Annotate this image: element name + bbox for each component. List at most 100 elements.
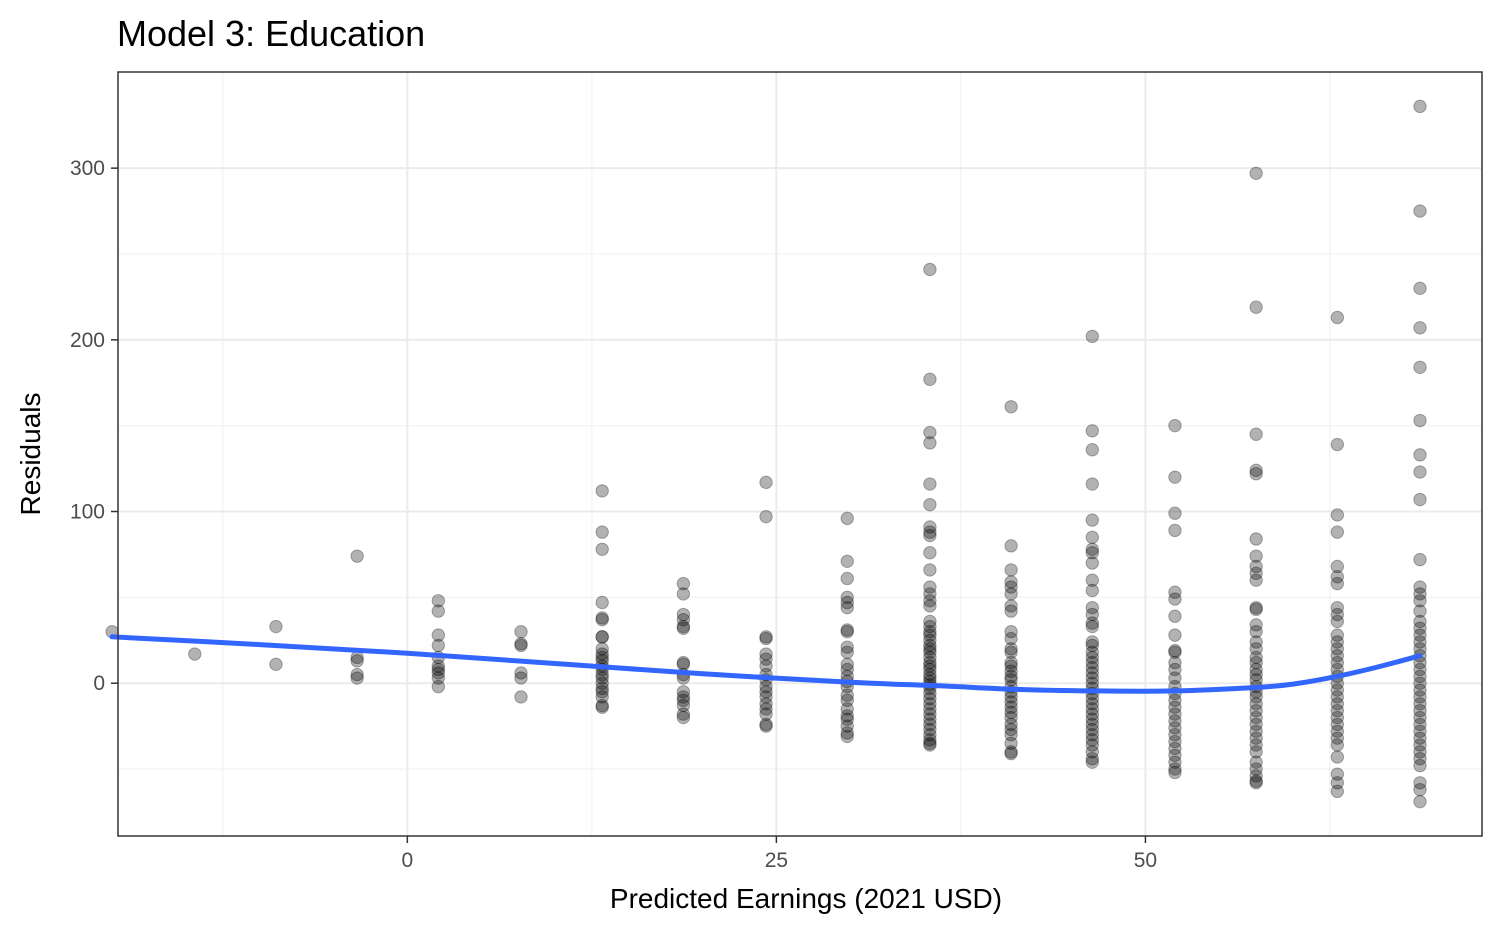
data-point (1330, 628, 1345, 642)
data-point (923, 497, 937, 512)
data-point (1413, 794, 1427, 809)
data-point (1413, 731, 1427, 745)
data-point (1249, 624, 1263, 639)
x-axis-title: Predicted Earnings (2021 USD) (610, 883, 1002, 914)
data-point (1249, 776, 1263, 790)
data-point (1004, 664, 1018, 678)
data-point (1330, 310, 1345, 325)
data-point (840, 719, 854, 733)
major-gridlines (118, 72, 1482, 836)
data-point (1168, 470, 1182, 484)
data-point (1004, 539, 1018, 553)
data-point (1413, 465, 1427, 479)
data-point (1249, 731, 1263, 745)
data-point (840, 623, 854, 637)
data-point (676, 707, 691, 721)
data-point (923, 624, 937, 639)
data-point (1168, 506, 1182, 520)
data-point (1413, 776, 1427, 790)
data-point (1168, 748, 1182, 763)
data-point (1249, 573, 1263, 587)
data-point (595, 647, 609, 661)
data-point (1085, 583, 1099, 598)
data-point (1330, 784, 1345, 799)
data-point (595, 685, 609, 699)
data-point (1413, 717, 1427, 732)
data-point (595, 671, 609, 685)
data-point (923, 697, 937, 711)
data-point (923, 733, 937, 747)
data-point (923, 638, 937, 653)
data-point (188, 647, 202, 661)
data-point (923, 642, 937, 656)
data-point (676, 690, 691, 704)
data-point (350, 667, 364, 682)
data-point (1085, 443, 1099, 457)
data-point (1085, 655, 1099, 670)
data-point (1330, 697, 1345, 711)
data-point (1330, 776, 1345, 790)
data-point (1168, 693, 1182, 708)
data-point (840, 657, 854, 672)
data-point (1004, 728, 1018, 742)
data-point (1249, 690, 1263, 704)
data-point (1330, 508, 1345, 522)
data-point (1168, 762, 1182, 776)
data-point (1413, 587, 1427, 601)
data-point (1413, 710, 1427, 725)
data-point (1168, 741, 1182, 756)
data-point (431, 594, 446, 608)
data-point (1168, 700, 1182, 714)
data-point (1168, 523, 1182, 538)
data-point (840, 662, 854, 677)
data-point (840, 688, 854, 702)
data-point (1249, 549, 1263, 563)
data-point (595, 690, 609, 704)
data-point (759, 475, 773, 490)
data-point (1168, 728, 1182, 742)
data-point (1249, 618, 1263, 632)
data-point (1085, 530, 1099, 544)
data-point (1413, 604, 1427, 618)
data-point (1330, 738, 1345, 752)
x-tick-label: 50 (1134, 849, 1157, 872)
data-point (431, 679, 446, 694)
data-point (350, 671, 364, 685)
data-point (1168, 609, 1182, 623)
data-point (1004, 736, 1018, 750)
data-point (1168, 628, 1182, 642)
data-point (1413, 580, 1427, 594)
data-point (759, 707, 773, 721)
data-point (269, 619, 283, 634)
data-point (1004, 624, 1018, 639)
data-point (1004, 563, 1018, 577)
data-point (1413, 758, 1427, 773)
data-point (595, 630, 609, 644)
data-point (1249, 602, 1263, 617)
data-point (595, 525, 609, 539)
data-point (1249, 697, 1263, 711)
data-point (1168, 707, 1182, 721)
data-point (759, 690, 773, 704)
data-point (840, 726, 854, 740)
data-point (676, 576, 691, 591)
data-point (923, 691, 937, 706)
data-point (1085, 752, 1099, 766)
data-point (923, 707, 937, 721)
data-point (1004, 642, 1018, 656)
data-point (923, 736, 937, 750)
data-point (1249, 703, 1263, 718)
data-point (1168, 755, 1182, 769)
data-point (595, 642, 609, 656)
data-point (840, 590, 854, 605)
data-point (1249, 662, 1263, 677)
data-point (1413, 676, 1427, 690)
data-point (595, 700, 609, 714)
data-point (1249, 650, 1263, 665)
data-point (1168, 671, 1182, 685)
data-point (1413, 752, 1427, 766)
data-point (1168, 643, 1182, 658)
data-point (676, 607, 691, 622)
data-point (840, 554, 854, 569)
